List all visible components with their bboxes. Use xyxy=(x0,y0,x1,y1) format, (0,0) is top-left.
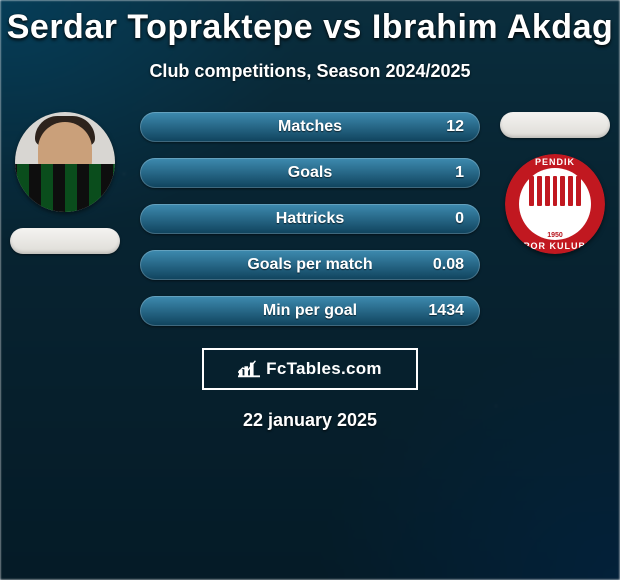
player-left-form-pill xyxy=(10,228,120,254)
badge-ball-icon xyxy=(544,212,566,234)
site-brand-box[interactable]: FcTables.com xyxy=(202,348,418,390)
stat-label: Goals per match xyxy=(216,256,404,274)
stat-row: Matches12 xyxy=(140,112,480,142)
stat-row: Goals1 xyxy=(140,158,480,188)
badge-bottom-text: SPOR KULUBU xyxy=(505,241,605,251)
comparison-area: Matches12 Goals1 Hattricks0 Goals per match… xyxy=(0,112,620,326)
stat-right-value: 1434 xyxy=(404,302,464,320)
stat-row: Goals per match0.08 xyxy=(140,250,480,280)
player-right-form-pill xyxy=(500,112,610,138)
bar-chart-icon xyxy=(238,359,260,379)
badge-top-text: PENDIK xyxy=(505,157,605,167)
stat-right-value: 12 xyxy=(404,118,464,136)
badge-stripes xyxy=(529,176,581,206)
site-brand-text: FcTables.com xyxy=(266,359,382,379)
avatar-jersey xyxy=(15,164,115,212)
player-right-club-badge: PENDIK SPOR KULUBU 1950 xyxy=(505,154,605,254)
stat-row: Min per goal1434 xyxy=(140,296,480,326)
stat-label: Hattricks xyxy=(216,210,404,228)
player-left-avatar xyxy=(15,112,115,212)
subtitle: Club competitions, Season 2024/2025 xyxy=(149,61,470,82)
stat-label: Matches xyxy=(216,118,404,136)
page-title: Serdar Topraktepe vs Ibrahim Akdag xyxy=(7,8,614,47)
stat-label: Goals xyxy=(216,164,404,182)
stat-right-value: 0 xyxy=(404,210,464,228)
stat-row: Hattricks0 xyxy=(140,204,480,234)
stat-right-value: 1 xyxy=(404,164,464,182)
player-left-panel xyxy=(10,112,120,254)
snapshot-date: 22 january 2025 xyxy=(243,410,377,431)
stats-list: Matches12 Goals1 Hattricks0 Goals per match… xyxy=(140,112,480,326)
player-right-panel: PENDIK SPOR KULUBU 1950 xyxy=(500,112,610,254)
stat-right-value: 0.08 xyxy=(404,256,464,274)
stat-label: Min per goal xyxy=(216,302,404,320)
badge-year: 1950 xyxy=(547,232,563,239)
